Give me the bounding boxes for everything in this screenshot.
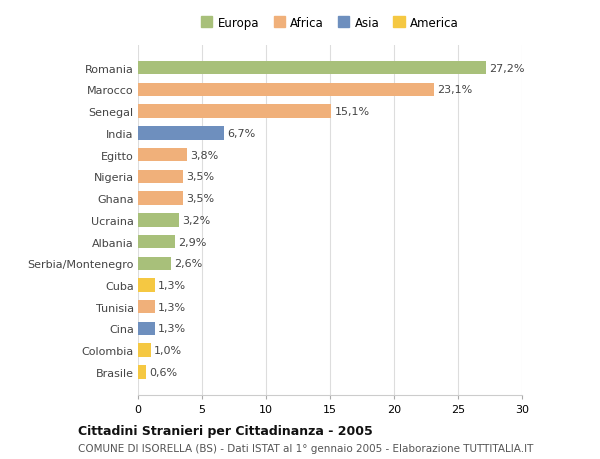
Bar — [138, 344, 151, 357]
Text: Cittadini Stranieri per Cittadinanza - 2005: Cittadini Stranieri per Cittadinanza - 2… — [78, 424, 373, 437]
Text: COMUNE DI ISORELLA (BS) - Dati ISTAT al 1° gennaio 2005 - Elaborazione TUTTITALI: COMUNE DI ISORELLA (BS) - Dati ISTAT al … — [78, 443, 533, 453]
Bar — [138, 279, 155, 292]
Text: 3,2%: 3,2% — [182, 215, 211, 225]
Text: 23,1%: 23,1% — [437, 85, 472, 95]
Bar — [138, 213, 179, 227]
Text: 3,5%: 3,5% — [186, 172, 214, 182]
Text: 6,7%: 6,7% — [227, 129, 255, 139]
Text: 1,0%: 1,0% — [154, 346, 182, 355]
Legend: Europa, Africa, Asia, America: Europa, Africa, Asia, America — [202, 17, 458, 30]
Text: 27,2%: 27,2% — [490, 63, 525, 73]
Bar — [138, 127, 224, 140]
Text: 15,1%: 15,1% — [334, 107, 370, 117]
Bar — [138, 365, 146, 379]
Bar — [138, 62, 486, 75]
Bar — [138, 192, 183, 205]
Text: 3,5%: 3,5% — [186, 194, 214, 204]
Text: 2,6%: 2,6% — [175, 259, 203, 269]
Bar — [138, 84, 434, 97]
Bar — [138, 105, 331, 118]
Bar — [138, 257, 171, 270]
Bar — [138, 170, 183, 184]
Text: 3,8%: 3,8% — [190, 150, 218, 160]
Bar — [138, 235, 175, 249]
Bar — [138, 300, 155, 314]
Text: 0,6%: 0,6% — [149, 367, 177, 377]
Text: 1,3%: 1,3% — [158, 280, 186, 291]
Text: 1,3%: 1,3% — [158, 302, 186, 312]
Bar — [138, 149, 187, 162]
Text: 2,9%: 2,9% — [178, 237, 206, 247]
Bar — [138, 322, 155, 336]
Text: 1,3%: 1,3% — [158, 324, 186, 334]
